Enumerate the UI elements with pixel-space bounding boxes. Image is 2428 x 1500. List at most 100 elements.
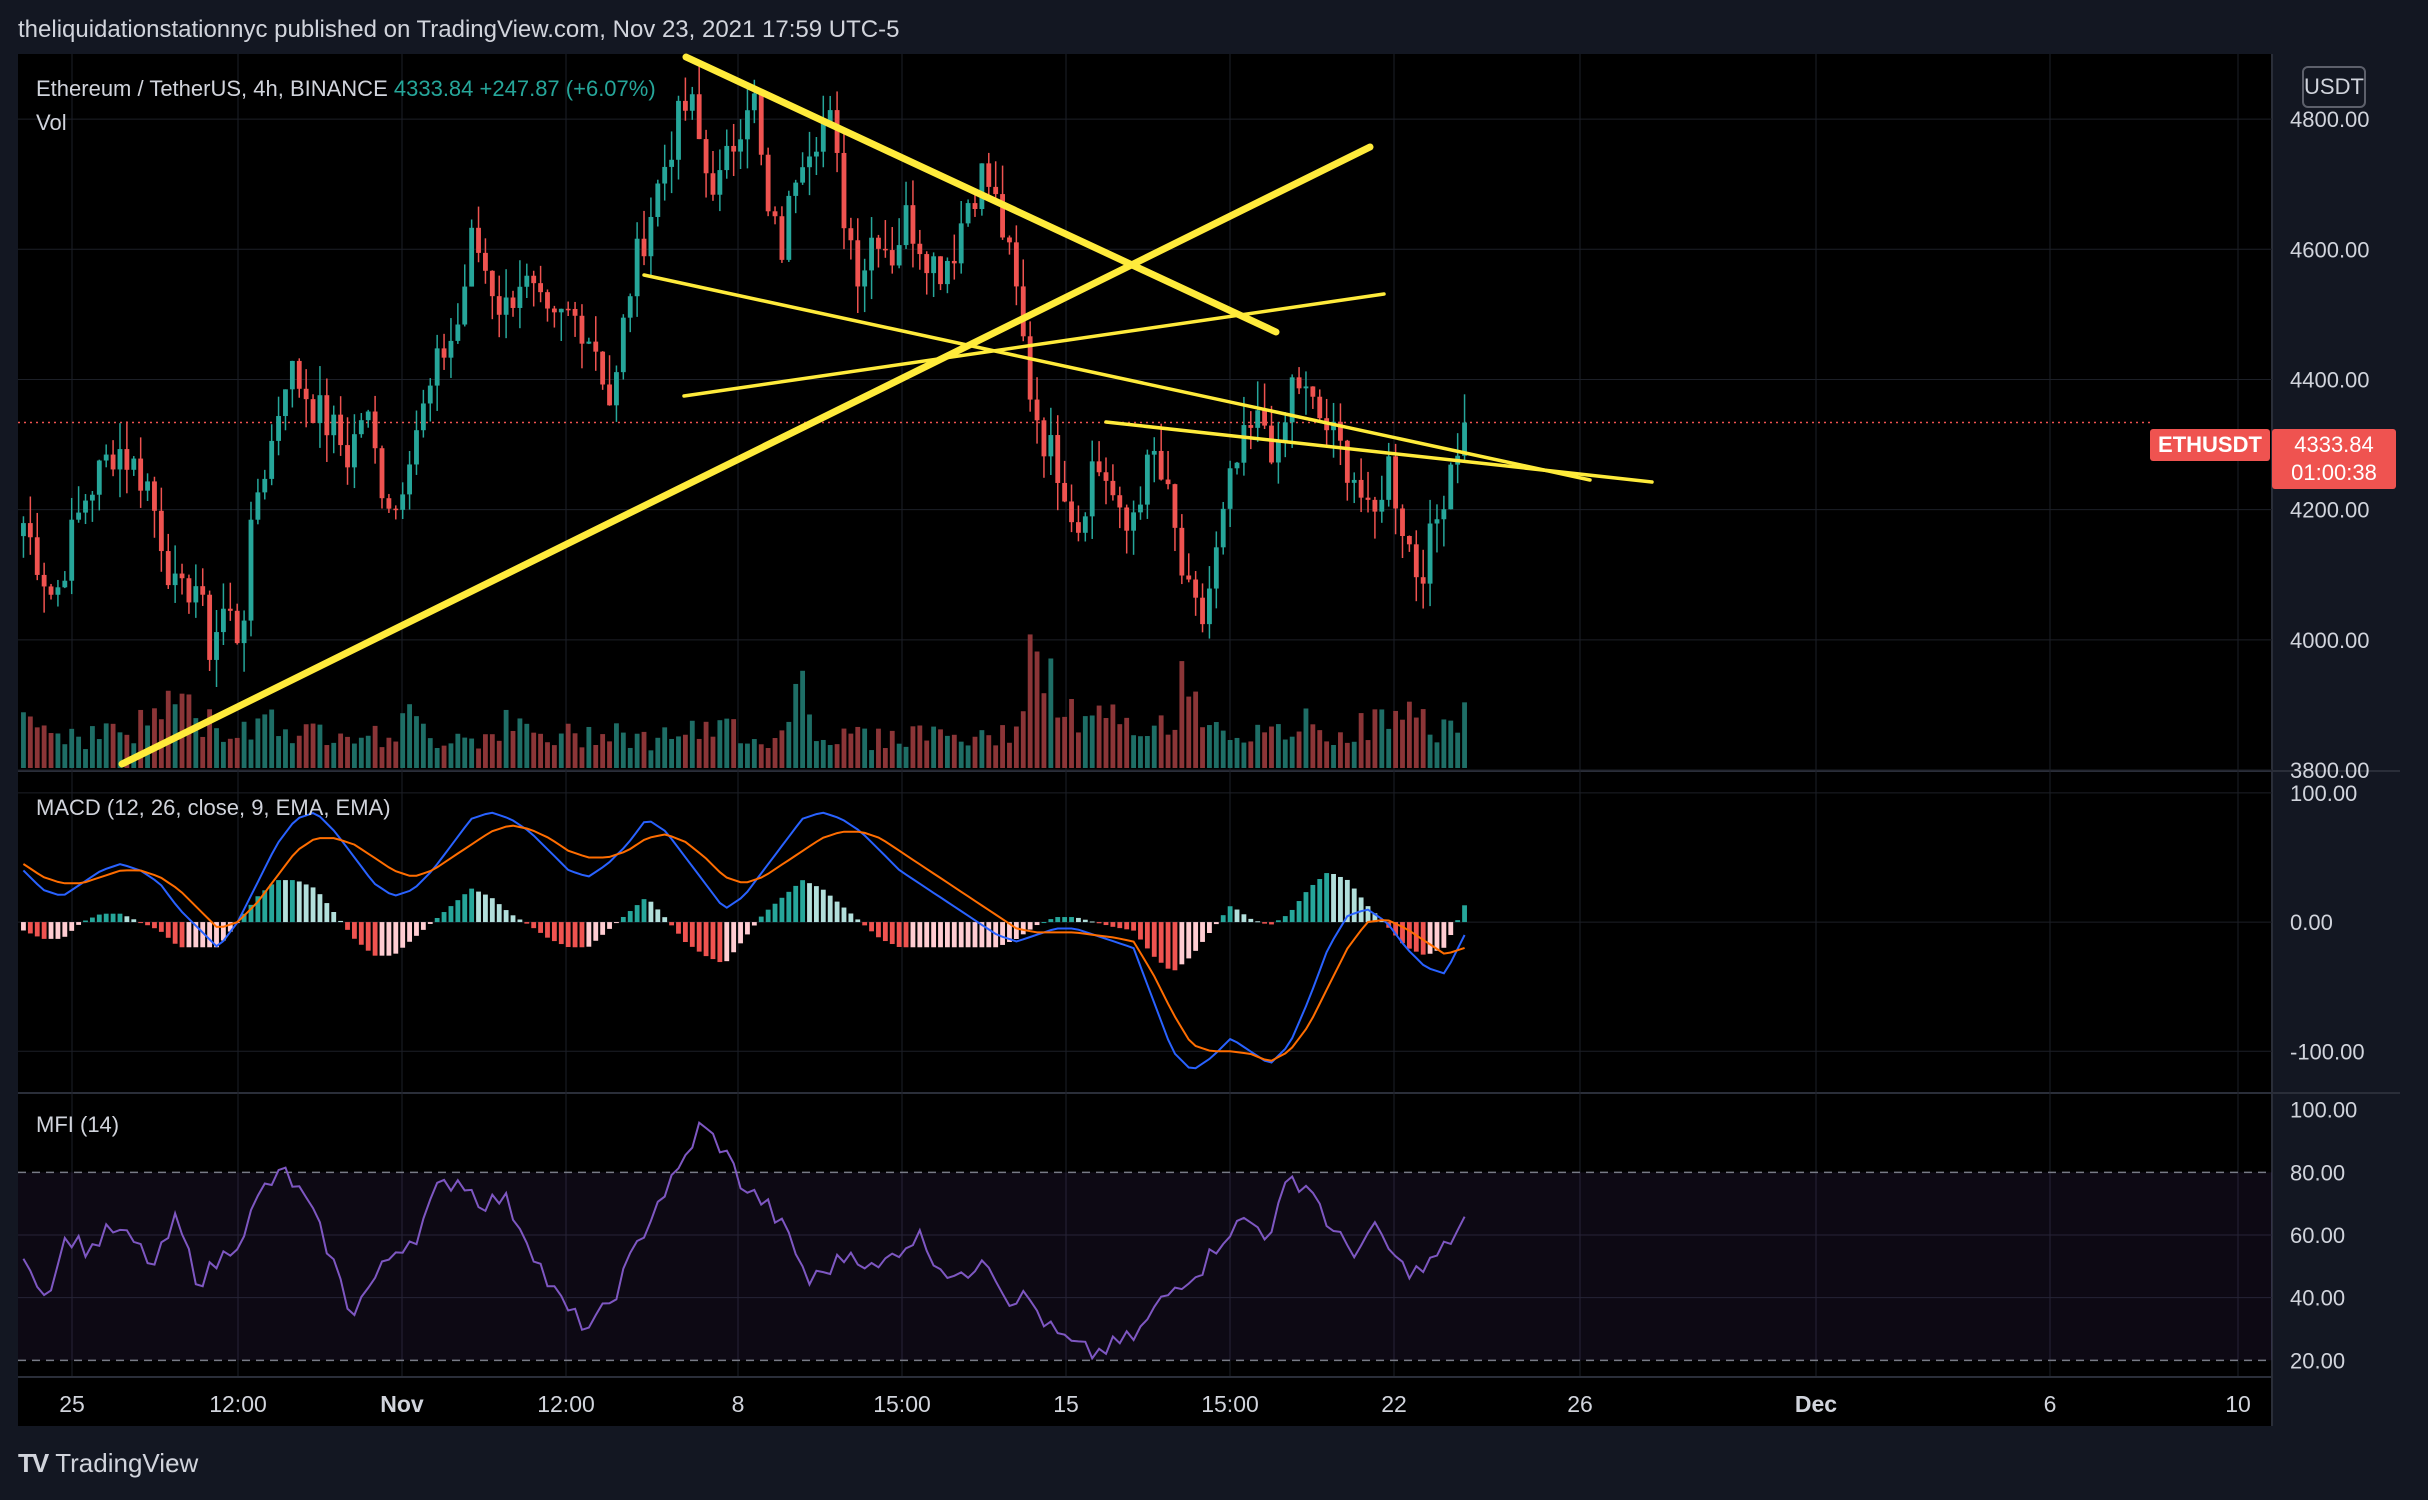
volume-bar xyxy=(407,704,412,768)
macd-hist-bar xyxy=(772,903,778,923)
candle-body xyxy=(807,156,812,168)
time-tick-label: 15:00 xyxy=(1201,1391,1259,1417)
candle-body xyxy=(179,573,185,579)
macd-hist-bar xyxy=(648,901,654,923)
candle-body xyxy=(1013,242,1019,287)
volume-bar xyxy=(234,737,240,768)
volume-bar xyxy=(1138,736,1143,768)
candle-body xyxy=(76,512,82,520)
candle-body xyxy=(441,348,447,358)
volume-bar xyxy=(827,745,833,768)
macd-hist-bar xyxy=(103,913,109,923)
candle-body xyxy=(1448,464,1454,510)
volume-bar xyxy=(1441,719,1447,768)
macd-hist-bar xyxy=(807,883,812,923)
macd-hist-bar xyxy=(441,912,447,923)
candle-body xyxy=(1351,479,1357,483)
candle-body xyxy=(262,478,268,493)
brand[interactable]: TV TradingView xyxy=(18,1448,198,1479)
candle-body xyxy=(703,139,709,174)
macd-hist-bar xyxy=(710,922,716,960)
candle-body xyxy=(600,351,606,385)
macd-hist-bar xyxy=(1220,915,1226,923)
volume-bar xyxy=(1089,715,1095,768)
volume-bar xyxy=(1338,732,1343,768)
candle-body xyxy=(489,270,495,297)
macd-hist-bar xyxy=(145,922,150,926)
volume-bar xyxy=(1324,741,1330,768)
macd-hist-bar xyxy=(448,906,454,923)
candle-body xyxy=(1296,377,1302,389)
candle-body xyxy=(1007,237,1012,243)
candle-body xyxy=(848,228,854,241)
volume-bar xyxy=(1372,709,1378,768)
candle-body xyxy=(331,414,337,436)
candle-body xyxy=(731,145,737,152)
candle-body xyxy=(676,100,681,160)
bar-countdown: 01:00:38 xyxy=(2291,460,2377,485)
candle-body xyxy=(27,523,33,538)
candle-body xyxy=(1020,286,1026,337)
volume-bar xyxy=(558,733,564,768)
macd-hist-bar xyxy=(55,922,61,939)
candle-body xyxy=(793,182,799,196)
macd-hist-bar xyxy=(1372,913,1378,923)
candle-body xyxy=(779,216,785,260)
candle-body xyxy=(965,203,971,224)
candle-body xyxy=(172,573,178,586)
candle-body xyxy=(241,620,247,644)
macd-hist-bar xyxy=(572,922,578,948)
volume-bar xyxy=(1358,713,1364,768)
volume-bar xyxy=(372,725,378,768)
currency-button[interactable]: USDT xyxy=(2302,66,2366,108)
candle-body xyxy=(117,449,123,470)
volume-bar xyxy=(434,748,440,768)
volume-bar xyxy=(1434,742,1440,768)
volume-bar xyxy=(262,714,268,768)
macd-hist-bar xyxy=(593,922,599,941)
candle-body xyxy=(1165,479,1171,485)
macd-hist-bar xyxy=(1151,922,1157,957)
time-tick-label: 10 xyxy=(2225,1391,2251,1417)
ticker-tag: ETHUSDT xyxy=(2150,429,2270,461)
volume-bar xyxy=(110,723,116,768)
macd-hist-bar xyxy=(751,922,757,926)
candle-body xyxy=(1200,597,1205,625)
macd-hist-bar xyxy=(117,913,123,923)
macd-hist-bar xyxy=(48,922,54,939)
candle-body xyxy=(1000,194,1005,238)
macd-hist-bar xyxy=(214,922,219,948)
time-tick-label: 22 xyxy=(1381,1391,1407,1417)
volume-bar xyxy=(476,748,481,768)
volume-bar xyxy=(1151,725,1157,768)
volume-bar xyxy=(1462,702,1467,768)
candle-body xyxy=(627,296,633,318)
candle-body xyxy=(207,594,213,660)
macd-hist-bar xyxy=(317,894,323,923)
candle-body xyxy=(889,250,895,266)
macd-hist-bar xyxy=(689,922,695,947)
volume-bar xyxy=(1220,730,1226,768)
candle-body xyxy=(303,388,309,400)
macd-hist-bar xyxy=(400,922,406,948)
candle-body xyxy=(358,420,364,435)
candle-body xyxy=(882,248,888,251)
macd-hist-bar xyxy=(1000,922,1005,945)
candle-body xyxy=(800,167,806,183)
time-tick-label: 25 xyxy=(59,1391,85,1417)
volume-bar xyxy=(283,729,288,768)
volume-bar xyxy=(641,731,647,768)
candle-body xyxy=(1034,399,1040,421)
macd-hist-bar xyxy=(758,916,764,923)
macd-hist-bar xyxy=(1427,922,1433,954)
macd-hist-bar xyxy=(269,884,275,923)
macd-hist-bar xyxy=(1076,917,1081,923)
macd-legend: MACD (12, 26, close, 9, EMA, EMA) xyxy=(36,795,391,820)
candle-body xyxy=(420,403,426,431)
time-tick-label: Dec xyxy=(1795,1391,1837,1417)
candle-body xyxy=(352,434,357,468)
volume-bar xyxy=(1282,739,1288,768)
volume-bar xyxy=(365,735,371,768)
macd-tick-label: -100.00 xyxy=(2290,1039,2365,1064)
